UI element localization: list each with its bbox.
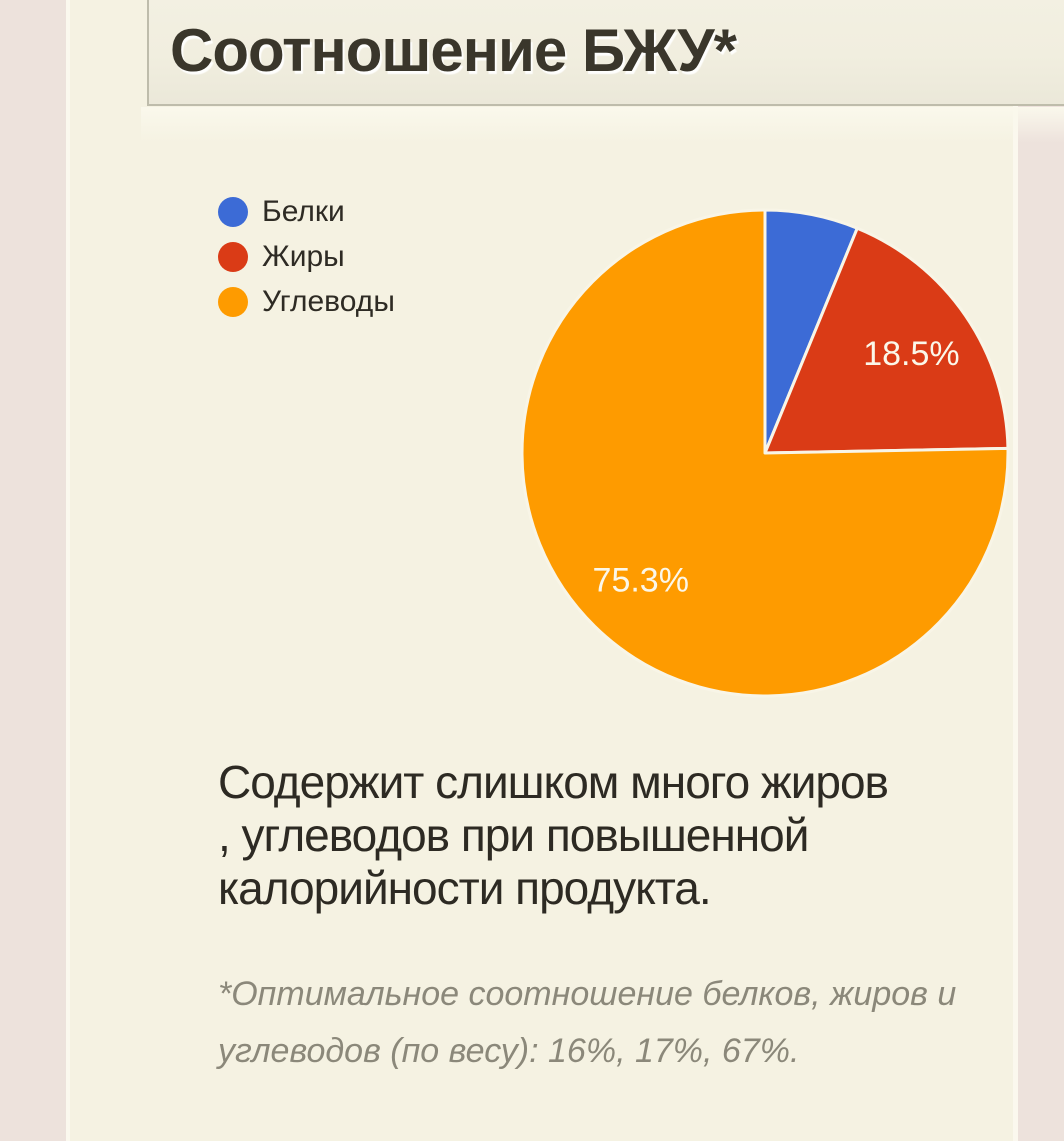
legend-label-fats: Жиры bbox=[262, 239, 345, 273]
legend-label-carbs: Углеводы bbox=[262, 284, 395, 318]
nutrition-verdict-text: Содержит слишком много жиров , углеводов… bbox=[218, 756, 889, 914]
chart-legend: Белки Жиры Углеводы bbox=[218, 189, 395, 324]
pie-chart: 18.5% 75.3% bbox=[516, 204, 1014, 702]
header-bottom-glow bbox=[141, 107, 1064, 143]
pie-slice-label-Жиры: 18.5% bbox=[863, 335, 959, 373]
legend-swatch-fats-icon bbox=[218, 241, 248, 272]
pie-slice-label-Углеводы: 75.3% bbox=[593, 562, 689, 600]
legend-swatch-proteins-icon bbox=[218, 196, 248, 227]
legend-item-fats: Жиры bbox=[218, 234, 395, 279]
section-header: Соотношение БЖУ* bbox=[147, 0, 1064, 106]
pie-slice-Жиры bbox=[763, 226, 1010, 455]
pie-slice-Углеводы bbox=[520, 208, 1010, 698]
legend-item-proteins: Белки bbox=[218, 189, 395, 234]
pie-svg: 18.5% 75.3% bbox=[520, 208, 1010, 698]
legend-swatch-carbs-icon bbox=[218, 286, 248, 317]
legend-label-proteins: Белки bbox=[262, 194, 345, 228]
page-title: Соотношение БЖУ* bbox=[170, 16, 737, 84]
optimal-ratio-footnote: *Оптимальное соотношение белков, жиров и… bbox=[218, 975, 957, 1070]
legend-item-carbs: Углеводы bbox=[218, 279, 395, 324]
content-panel: Соотношение БЖУ* Белки Жиры Углеводы 18.… bbox=[66, 0, 1064, 1141]
